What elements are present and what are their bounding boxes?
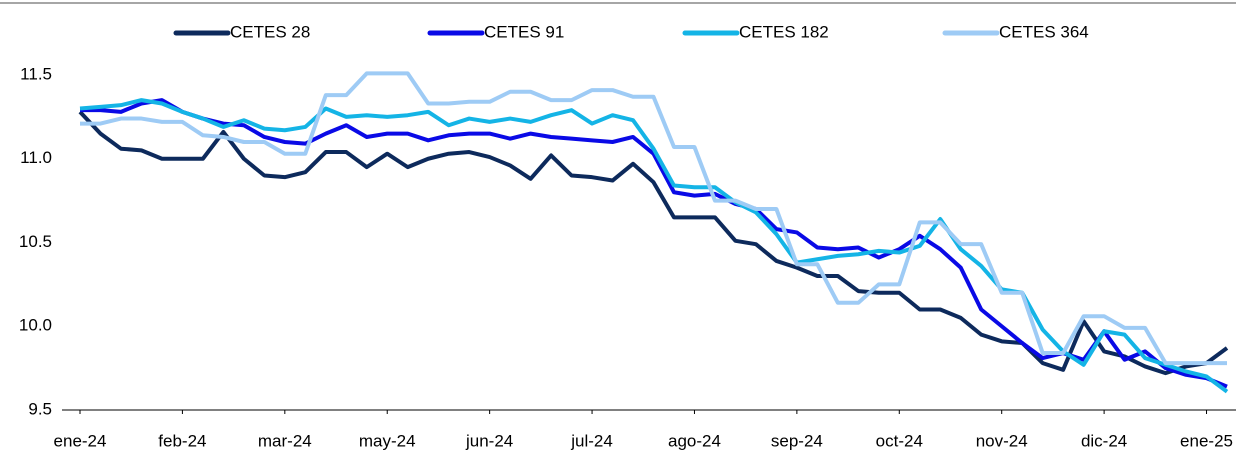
legend-label: CETES 182 (739, 22, 829, 41)
series-line (78, 110, 1229, 376)
x-tick-label: dic-24 (1081, 431, 1127, 450)
x-tick-label: feb-24 (158, 431, 206, 450)
x-tick-label: ene-24 (54, 431, 107, 450)
y-tick-label: 9.5 (28, 399, 52, 418)
x-tick-label: nov-24 (976, 431, 1028, 450)
legend-label: CETES 91 (484, 22, 564, 41)
x-tick-label: ago-24 (668, 431, 721, 450)
x-tick-label: oct-24 (876, 431, 923, 450)
x-tick-label: may-24 (359, 431, 416, 450)
series-line (80, 71, 1227, 366)
series-line (80, 98, 1228, 389)
y-tick-label: 10.0 (19, 316, 52, 335)
x-tick-label: mar-24 (258, 431, 312, 450)
y-tick-label: 11.5 (20, 64, 52, 83)
x-tick-label: jun-24 (465, 431, 513, 450)
x-tick-label: sep-24 (771, 431, 823, 450)
y-tick-label: 11.0 (20, 148, 52, 167)
legend-label: CETES 28 (230, 22, 310, 41)
y-tick-label: 10.5 (19, 232, 52, 251)
x-tick-label: ene-25 (1180, 431, 1233, 450)
series-line (79, 98, 1229, 394)
x-tick-label: jul-24 (570, 431, 613, 450)
legend-label: CETES 364 (999, 22, 1089, 41)
